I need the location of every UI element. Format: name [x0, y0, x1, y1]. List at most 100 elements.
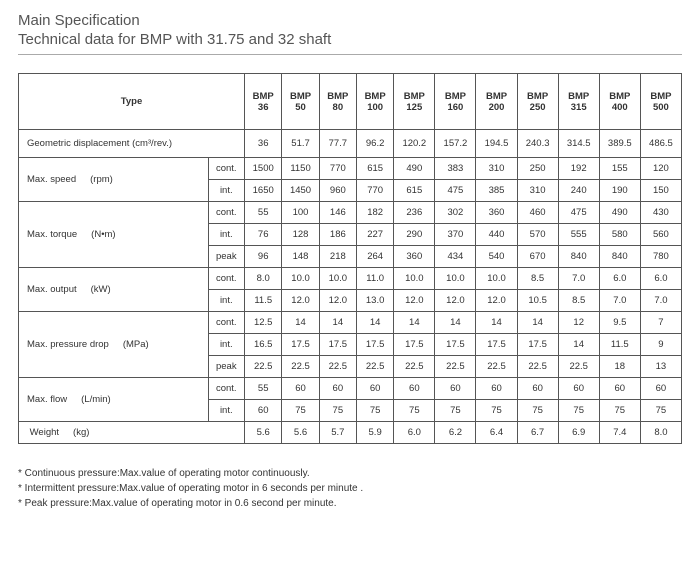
table-row: Max. pressure drop(MPa)cont.12.514141414… [19, 312, 682, 334]
cell: 960 [319, 180, 356, 202]
cell: 770 [319, 158, 356, 180]
cell: 77.7 [319, 130, 356, 158]
cell: 1450 [282, 180, 319, 202]
cell: 370 [435, 224, 476, 246]
cell: 6.2 [435, 422, 476, 444]
sub-label: int. [208, 180, 245, 202]
cell: 14 [394, 312, 435, 334]
cell: 22.5 [319, 356, 356, 378]
cell: 120.2 [394, 130, 435, 158]
model-header: BMP500 [640, 74, 681, 130]
cell: 6.0 [599, 268, 640, 290]
sub-label: cont. [208, 202, 245, 224]
cell: 14 [356, 312, 393, 334]
cell: 6.9 [558, 422, 599, 444]
page-title: Main Specification [18, 12, 682, 29]
model-header: BMP100 [356, 74, 393, 130]
cell: 8.0 [245, 268, 282, 290]
spec-table: Type BMP36 BMP50 BMP80 BMP100 BMP125 BMP… [18, 73, 682, 444]
cell: 192 [558, 158, 599, 180]
cell: 290 [394, 224, 435, 246]
geo-label: Geometric displacement (cm³/rev.) [19, 130, 245, 158]
cell: 7.0 [599, 290, 640, 312]
cell: 560 [640, 224, 681, 246]
divider [18, 54, 682, 55]
cell: 8.5 [517, 268, 558, 290]
cell: 314.5 [558, 130, 599, 158]
cell: 182 [356, 202, 393, 224]
cell: 1150 [282, 158, 319, 180]
model-header: BMP315 [558, 74, 599, 130]
footnote: * Peak pressure:Max.value of operating m… [18, 498, 682, 509]
cell: 490 [599, 202, 640, 224]
cell: 12.0 [319, 290, 356, 312]
sub-label: int. [208, 334, 245, 356]
cell: 17.5 [319, 334, 356, 356]
model-header: BMP400 [599, 74, 640, 130]
cell: 12.5 [245, 312, 282, 334]
cell: 9 [640, 334, 681, 356]
cell: 302 [435, 202, 476, 224]
cell: 6.0 [394, 422, 435, 444]
cell: 194.5 [476, 130, 517, 158]
cell: 227 [356, 224, 393, 246]
cell: 770 [356, 180, 393, 202]
table-row: Max. speed(rpm)cont.15001150770615490383… [19, 158, 682, 180]
cell: 460 [517, 202, 558, 224]
cell: 555 [558, 224, 599, 246]
cell: 12.0 [394, 290, 435, 312]
cell: 389.5 [599, 130, 640, 158]
cell: 22.5 [356, 356, 393, 378]
model-header: BMP250 [517, 74, 558, 130]
cell: 60 [245, 400, 282, 422]
cell: 570 [517, 224, 558, 246]
footnote: * Intermittent pressure:Max.value of ope… [18, 483, 682, 494]
cell: 240.3 [517, 130, 558, 158]
cell: 475 [435, 180, 476, 202]
cell: 17.5 [282, 334, 319, 356]
cell: 430 [640, 202, 681, 224]
cell: 11.5 [599, 334, 640, 356]
cell: 6.4 [476, 422, 517, 444]
cell: 17.5 [476, 334, 517, 356]
cell: 120 [640, 158, 681, 180]
cell: 486.5 [640, 130, 681, 158]
cell: 10.5 [517, 290, 558, 312]
cell: 60 [558, 378, 599, 400]
cell: 75 [394, 400, 435, 422]
cell: 218 [319, 246, 356, 268]
cell: 60 [476, 378, 517, 400]
sub-label: cont. [208, 268, 245, 290]
cell: 8.5 [558, 290, 599, 312]
cell: 155 [599, 158, 640, 180]
cell: 75 [282, 400, 319, 422]
cell: 186 [319, 224, 356, 246]
cell: 75 [319, 400, 356, 422]
cell: 1500 [245, 158, 282, 180]
cell: 580 [599, 224, 640, 246]
cell: 17.5 [356, 334, 393, 356]
cell: 60 [640, 378, 681, 400]
cell: 60 [517, 378, 558, 400]
cell: 36 [245, 130, 282, 158]
cell: 55 [245, 378, 282, 400]
cell: 13 [640, 356, 681, 378]
cell: 12.0 [435, 290, 476, 312]
cell: 264 [356, 246, 393, 268]
cell: 157.2 [435, 130, 476, 158]
cell: 75 [356, 400, 393, 422]
cell: 75 [476, 400, 517, 422]
sub-label: peak [208, 356, 245, 378]
cell: 5.6 [245, 422, 282, 444]
cell: 670 [517, 246, 558, 268]
cell: 190 [599, 180, 640, 202]
cell: 7.0 [558, 268, 599, 290]
cell: 128 [282, 224, 319, 246]
model-header: BMP160 [435, 74, 476, 130]
cell: 75 [517, 400, 558, 422]
cell: 13.0 [356, 290, 393, 312]
sub-label: int. [208, 400, 245, 422]
model-header: BMP125 [394, 74, 435, 130]
cell: 60 [394, 378, 435, 400]
model-header: BMP200 [476, 74, 517, 130]
